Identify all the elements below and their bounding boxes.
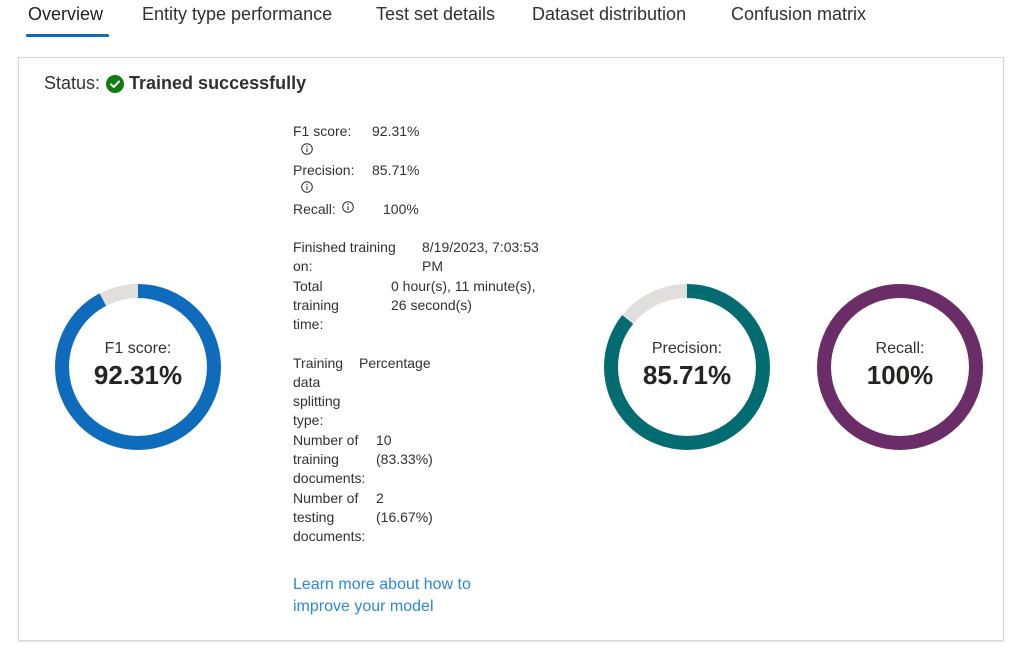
info-icon[interactable]: [301, 143, 313, 155]
status-label: Status:: [44, 73, 100, 94]
training-documents-value: (83.33%): [376, 450, 433, 469]
precision-value: 85.71%: [372, 161, 419, 180]
tab-test-set-details[interactable]: Test set details: [376, 4, 495, 25]
precision-label: Precision:: [293, 161, 354, 180]
check-circle-icon: [106, 75, 124, 93]
recall-ring: Recall: 100%: [815, 282, 985, 452]
tab-bar: Overview Entity type performance Test se…: [0, 0, 1024, 44]
training-documents-label: training: [293, 450, 339, 469]
recall-value: 100%: [383, 200, 419, 219]
f1-ring-value: 92.31%: [53, 360, 223, 391]
tab-confusion-matrix[interactable]: Confusion matrix: [731, 4, 866, 25]
testing-documents-label: testing: [293, 508, 334, 527]
training-documents-value: 10: [376, 431, 392, 450]
precision-ring: Precision: 85.71%: [602, 282, 772, 452]
f1-score-value: 92.31%: [372, 122, 419, 141]
f1-score-label: F1 score:: [293, 122, 351, 141]
total-training-time-value: 0 hour(s), 11 minute(s),: [391, 277, 535, 296]
status-value: Trained successfully: [129, 73, 306, 94]
f1-score-ring: F1 score: 92.31%: [53, 282, 223, 452]
finished-training-value: 8/19/2023, 7:03:53: [422, 238, 539, 257]
recall-ring-label: Recall:: [815, 340, 985, 358]
finished-training-label: Finished training: [293, 238, 396, 257]
learn-more-line[interactable]: Learn more about how to: [293, 574, 471, 596]
precision-ring-value: 85.71%: [602, 360, 772, 391]
testing-documents-value: 2: [376, 489, 384, 508]
recall-label: Recall:: [293, 200, 336, 219]
testing-documents-label: Number of: [293, 489, 358, 508]
training-documents-label: Number of: [293, 431, 358, 450]
finished-training-label: on:: [293, 257, 312, 276]
total-training-time-value: 26 second(s): [391, 296, 472, 315]
learn-more-line[interactable]: improve your model: [293, 596, 471, 618]
training-documents-label: documents:: [293, 469, 365, 488]
splitting-type-label: Training: [293, 354, 343, 373]
tab-entity-type-performance[interactable]: Entity type performance: [142, 4, 332, 25]
training-status: Status: Trained successfully: [44, 73, 306, 94]
recall-ring-value: 100%: [815, 360, 985, 391]
learn-more-link[interactable]: Learn more about how to improve your mod…: [293, 574, 471, 618]
splitting-type-value: Percentage: [359, 354, 431, 373]
testing-documents-value: (16.67%): [376, 508, 433, 527]
tab-dataset-distribution[interactable]: Dataset distribution: [532, 4, 686, 25]
tab-overview[interactable]: Overview: [28, 4, 103, 25]
info-icon[interactable]: [301, 181, 313, 193]
splitting-type-label: data: [293, 373, 320, 392]
finished-training-value: PM: [422, 257, 443, 276]
active-tab-indicator: [26, 34, 109, 37]
total-training-time-label: Total: [293, 277, 323, 296]
total-training-time-label: time:: [293, 315, 323, 334]
info-icon[interactable]: [342, 201, 354, 213]
total-training-time-label: training: [293, 296, 339, 315]
testing-documents-label: documents:: [293, 527, 365, 546]
precision-ring-label: Precision:: [602, 340, 772, 358]
splitting-type-label: type:: [293, 411, 323, 430]
splitting-type-label: splitting: [293, 392, 340, 411]
f1-ring-label: F1 score:: [53, 340, 223, 358]
